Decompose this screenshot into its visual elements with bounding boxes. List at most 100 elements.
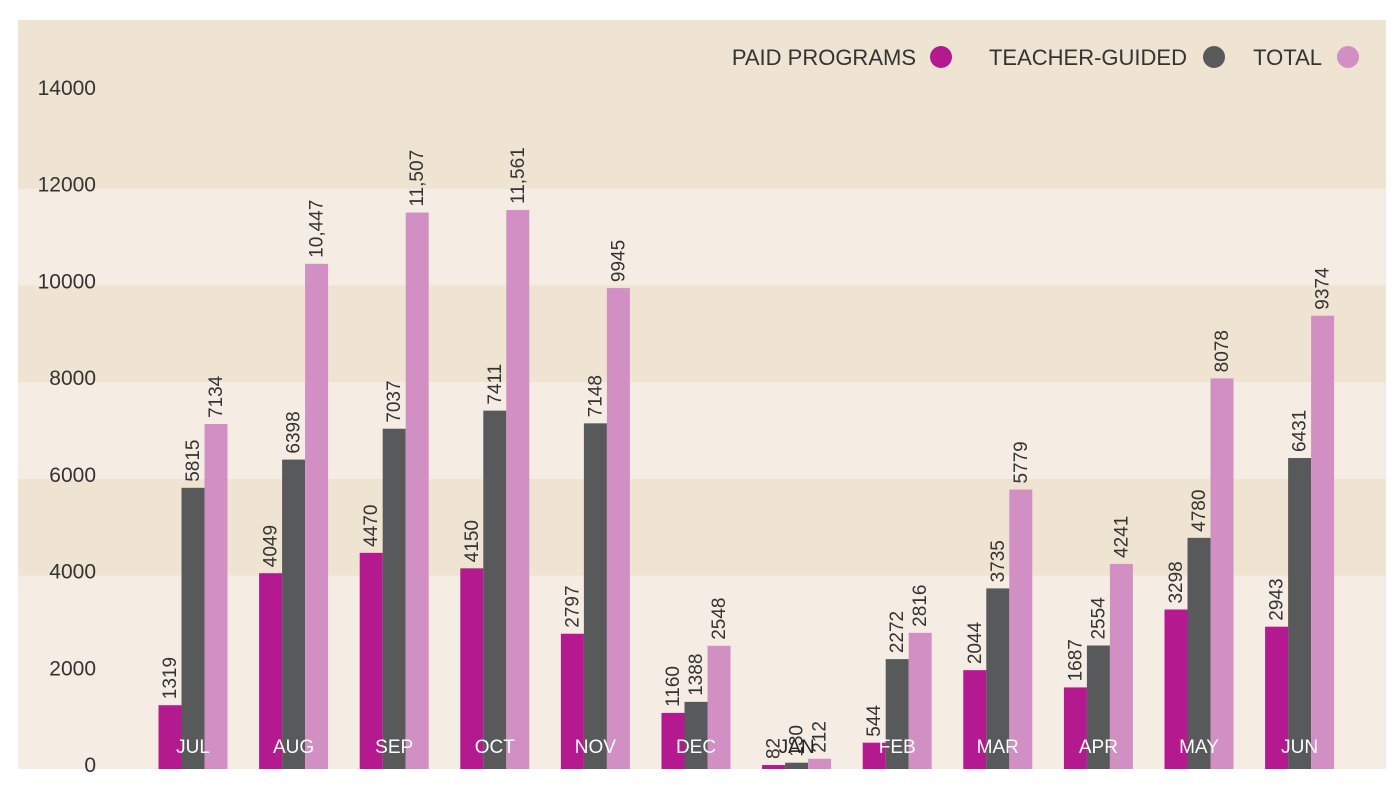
legend-swatch — [1203, 46, 1225, 68]
y-tick-label: 2000 — [49, 657, 96, 680]
bar-paid-programs-jun — [1265, 626, 1289, 769]
x-tick-label: SEP — [375, 737, 413, 758]
y-tick-label: 6000 — [49, 464, 96, 487]
bar-total-oct — [506, 209, 530, 770]
x-axis-labels: JUL AUG SEP OCT NOV DEC JAN FEB MAR APR MAY JUN — [176, 737, 1318, 758]
bar-paid-programs-jul — [158, 705, 182, 769]
value-label: 212 — [810, 721, 831, 753]
x-tick-label: MAY — [1179, 737, 1219, 758]
value-label: 7148 — [585, 375, 606, 417]
bar-paid-programs-sep — [359, 552, 383, 769]
x-tick-label: JUN — [1281, 737, 1318, 758]
value-label: 7134 — [206, 375, 227, 418]
bar-paid-programs-jan — [762, 765, 786, 769]
bar-total-aug — [305, 263, 329, 769]
y-tick-label: 12000 — [38, 174, 96, 197]
bar-teacher-guided-aug — [282, 459, 306, 769]
value-label: 6398 — [284, 411, 305, 453]
value-label: 130 — [787, 725, 808, 757]
x-tick-label: JAN — [779, 737, 815, 758]
x-tick-label: NOV — [575, 737, 617, 758]
bar-teacher-guided-may — [1187, 537, 1211, 769]
x-tick-label: APR — [1079, 737, 1118, 758]
bar-paid-programs-may — [1164, 609, 1188, 769]
background-bands — [18, 20, 1386, 769]
value-label: 4150 — [462, 520, 483, 562]
value-label: 9945 — [608, 240, 629, 282]
bar-teacher-guided-feb — [885, 659, 909, 769]
y-tick-label: 10000 — [38, 270, 96, 293]
value-label: 5779 — [1011, 441, 1032, 483]
value-label: 2943 — [1267, 578, 1288, 620]
y-tick-label: 4000 — [49, 561, 96, 584]
bar-paid-programs-dec — [661, 712, 685, 769]
y-axis-ticks: 0 2000 4000 6000 8000 10000 12000 14000 — [38, 77, 96, 777]
bar-total-feb — [908, 632, 932, 769]
y-tick-label: 0 — [84, 754, 96, 777]
value-label: 2272 — [887, 611, 908, 653]
bar-total-apr — [1109, 563, 1133, 769]
bar-total-nov — [606, 288, 630, 769]
bar-teacher-guided-mar — [986, 588, 1010, 769]
bar-paid-programs-feb — [862, 742, 886, 769]
bar-teacher-guided-jan — [785, 762, 809, 769]
background-band-top — [18, 20, 1386, 113]
bar-total-dec — [707, 645, 731, 769]
bar-teacher-guided-dec — [684, 701, 708, 769]
bar-teacher-guided-nov — [583, 423, 607, 769]
value-label: 1319 — [160, 657, 181, 699]
x-tick-label: OCT — [475, 737, 516, 758]
background-band — [18, 285, 1386, 383]
value-label: 3298 — [1166, 561, 1187, 603]
value-labels: 1319 5815 7134 4049 6398 10,447 4470 7037 11,507… — [160, 147, 1334, 759]
background-band — [18, 478, 1386, 576]
bar-total-jun — [1311, 315, 1335, 769]
value-label: 4780 — [1189, 490, 1210, 532]
bar-paid-programs-mar — [963, 670, 987, 769]
bar-total-mar — [1009, 489, 1033, 769]
background-band — [18, 188, 1386, 286]
legend-swatch — [1337, 46, 1359, 68]
value-label: 2554 — [1088, 597, 1109, 640]
bar-teacher-guided-jul — [181, 487, 205, 769]
value-label: 544 — [864, 705, 885, 737]
bar-paid-programs-oct — [460, 568, 484, 769]
legend-label: TOTAL — [1253, 45, 1322, 70]
bar-total-sep — [405, 212, 429, 770]
value-label: 2797 — [562, 585, 583, 627]
value-label: 3735 — [988, 540, 1009, 582]
value-label: 11,507 — [407, 150, 428, 207]
bar-teacher-guided-apr — [1086, 645, 1110, 769]
x-tick-label: AUG — [273, 737, 314, 758]
bar-total-jul — [204, 424, 228, 769]
legend-label: PAID PROGRAMS — [732, 45, 916, 70]
y-tick-label: 8000 — [49, 367, 96, 390]
value-label: 1160 — [663, 666, 684, 707]
value-label: 2044 — [965, 621, 986, 664]
value-label: 6431 — [1290, 410, 1311, 452]
bar-teacher-guided-sep — [382, 428, 406, 769]
bars — [158, 209, 1335, 770]
value-label: 4470 — [361, 505, 382, 547]
x-tick-label: JUL — [176, 737, 210, 758]
bar-paid-programs-apr — [1063, 687, 1087, 769]
legend: PAID PROGRAMS TEACHER-GUIDED TOTAL — [732, 45, 1359, 70]
bar-total-jan — [808, 758, 832, 769]
bar-paid-programs-nov — [560, 633, 584, 769]
value-label: 4049 — [261, 525, 282, 567]
value-label: 7411 — [485, 364, 506, 405]
bar-teacher-guided-oct — [483, 410, 507, 769]
value-label: 2816 — [910, 585, 931, 627]
value-label: 11,561 — [508, 147, 529, 204]
legend-label: TEACHER-GUIDED — [989, 45, 1187, 70]
background-band — [18, 575, 1386, 673]
value-label: 4241 — [1111, 516, 1132, 558]
value-label: 10,447 — [307, 200, 328, 258]
value-label: 82 — [764, 738, 785, 759]
value-label: 8078 — [1212, 330, 1233, 372]
bar-total-may — [1210, 378, 1234, 769]
value-label: 5815 — [183, 440, 204, 482]
value-label: 2548 — [709, 598, 730, 640]
background-band — [18, 382, 1386, 479]
